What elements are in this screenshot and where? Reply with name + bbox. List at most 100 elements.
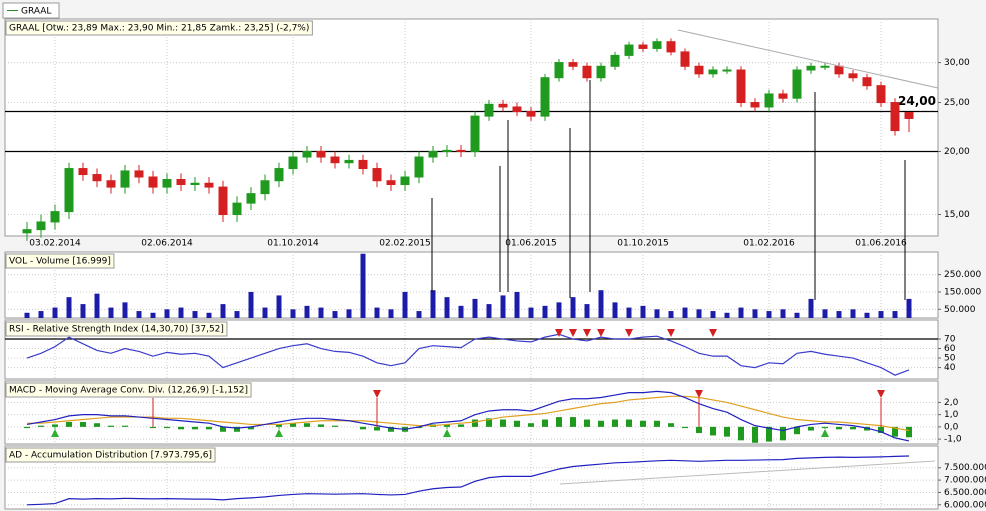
volume-bar xyxy=(136,311,142,318)
candle-body xyxy=(120,170,130,188)
volume-bar xyxy=(66,297,72,318)
y-tick-label: 7.500.000 xyxy=(944,463,986,473)
histogram-bar xyxy=(878,426,884,433)
candle-body xyxy=(484,103,494,117)
candle-body xyxy=(540,77,550,117)
histogram-bar xyxy=(52,424,58,427)
y-tick-label: 50.000 xyxy=(944,305,976,315)
histogram-bar xyxy=(150,426,156,429)
histogram-bar xyxy=(304,423,310,427)
candle-body xyxy=(330,156,340,164)
sell-marker xyxy=(583,329,591,338)
legend-label: GRAAL xyxy=(21,7,51,17)
volume-bar xyxy=(234,311,240,318)
candle-body xyxy=(820,65,830,68)
indicator-line xyxy=(26,390,910,442)
sell-marker xyxy=(667,329,675,338)
volume-bar xyxy=(360,253,366,318)
panels: 15,00 20,00 25,00 30,00 24,00 03.02.2014 02.06… xyxy=(4,18,986,510)
volume-bar xyxy=(332,311,338,318)
histogram-bar xyxy=(178,426,184,430)
panel-title-box xyxy=(5,321,228,337)
volume-bar xyxy=(416,311,422,318)
histogram-bar xyxy=(794,426,800,435)
candle-body xyxy=(190,182,200,186)
candle-body xyxy=(316,150,326,158)
histogram-bar xyxy=(360,426,366,430)
y-tick-label: 60 xyxy=(944,344,956,354)
candle-body xyxy=(582,65,592,79)
histogram-bar xyxy=(710,426,716,436)
volume-bar xyxy=(52,307,58,318)
candle-body xyxy=(736,69,746,104)
candle-body xyxy=(470,115,480,152)
panel-title-box xyxy=(5,20,313,36)
indicator-line xyxy=(27,395,910,432)
histogram-bar xyxy=(24,426,30,429)
sell-marker xyxy=(625,329,633,338)
histogram-bar xyxy=(486,418,492,427)
panel-title-box xyxy=(5,253,115,269)
candle-body xyxy=(414,156,424,178)
panel-title: AD - Accumulation Distribution [7.973.79… xyxy=(9,451,212,461)
volume-bar xyxy=(318,307,324,318)
volume-bar xyxy=(374,307,380,318)
sell-marker xyxy=(555,329,563,338)
candle-body xyxy=(176,178,186,186)
x-tick-label: 01.06.2016 xyxy=(855,239,907,249)
candle-body xyxy=(260,180,270,195)
panel-title: GRAAL [Otw.: 23,89 Max.: 23,90 Min.: 21,… xyxy=(9,24,309,34)
volume-bar xyxy=(388,309,394,318)
candle-body xyxy=(680,51,690,67)
volume-bar xyxy=(542,305,548,318)
indicator-line xyxy=(26,455,910,506)
volume-bar xyxy=(612,302,618,318)
candle-body xyxy=(652,41,662,49)
volume-bar xyxy=(892,311,898,318)
histogram-bar xyxy=(500,419,506,427)
volume-bar xyxy=(24,312,30,318)
histogram-bar xyxy=(626,419,632,427)
candle-body xyxy=(36,221,46,231)
candle-body xyxy=(666,41,676,53)
x-tick-label: 03.02.2014 xyxy=(29,239,81,249)
y-tick-label: 40 xyxy=(944,363,956,373)
histogram-bar xyxy=(696,426,702,433)
histogram-bar xyxy=(444,424,450,427)
histogram-bar xyxy=(122,425,128,427)
histogram-bar xyxy=(682,426,688,429)
trend-line xyxy=(677,29,939,89)
candle-body xyxy=(134,170,144,178)
histogram-bar xyxy=(332,425,338,427)
candle-body xyxy=(610,54,620,67)
volume-bar xyxy=(584,304,590,318)
sell-marker xyxy=(597,329,605,338)
histogram-bar xyxy=(752,426,758,443)
sell-marker xyxy=(877,390,885,398)
candle-body xyxy=(624,44,634,56)
volume-bar xyxy=(150,312,156,318)
histogram-bar xyxy=(808,426,814,431)
histogram-bar xyxy=(290,423,296,427)
candle-body xyxy=(876,85,886,104)
candle-body xyxy=(442,149,452,152)
candle-body xyxy=(862,77,872,87)
y-tick-label: 50 xyxy=(944,354,956,364)
volume-bar xyxy=(472,298,478,318)
candle-body xyxy=(834,65,844,75)
histogram-bar xyxy=(570,417,576,427)
candle-body xyxy=(288,156,298,170)
x-tick-label: 01.02.2016 xyxy=(743,239,795,249)
volume-bar xyxy=(906,298,912,318)
volume-bar xyxy=(626,307,632,318)
candle-body xyxy=(372,168,382,182)
histogram-bar xyxy=(248,426,254,430)
volume-bar xyxy=(556,302,562,318)
legend-box xyxy=(2,2,60,19)
volume-bar xyxy=(850,309,856,318)
histogram-bar xyxy=(906,426,912,438)
candle-body xyxy=(778,93,788,99)
histogram-bar xyxy=(528,423,534,427)
volume-bar xyxy=(290,309,296,318)
volume-bar xyxy=(94,293,100,318)
